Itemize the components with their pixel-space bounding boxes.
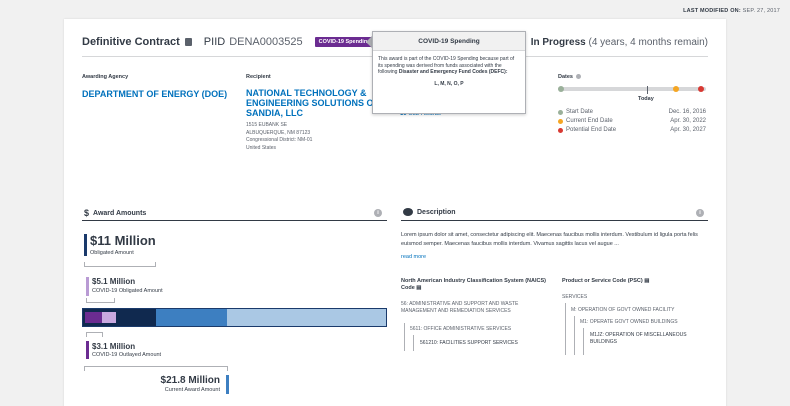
description-info-icon[interactable]: i	[696, 209, 704, 217]
covid-obligated-amount: $5.1 Million	[92, 277, 136, 286]
psc-label: Product or Service Code (PSC) ▤	[562, 278, 650, 284]
award-type-title: Definitive Contract	[82, 36, 180, 48]
current-amount-indicator	[226, 375, 229, 394]
read-more-link[interactable]: read more	[401, 254, 427, 260]
psc-level-1: SERVICES	[562, 294, 588, 300]
potential-end-date-row: Potential End Date Apr. 30, 2027	[558, 127, 706, 133]
start-date-row: Start Date Dec. 16, 2016	[558, 109, 706, 115]
document-icon[interactable]	[184, 38, 192, 46]
obligated-bracket	[84, 262, 156, 267]
timeline-bar	[558, 87, 706, 91]
today-marker	[647, 86, 648, 94]
covid-outlayed-bracket	[86, 332, 103, 337]
current-end-date-row: Current End Date Apr. 30, 2022	[558, 118, 706, 124]
naics-level-2: 5611: OFFICE ADMINISTRATIVE SERVICES	[410, 326, 512, 332]
covid-outlayed-bar[interactable]	[85, 312, 102, 323]
dates-label: Dates	[558, 74, 581, 80]
recipient-address: 1515 EUBANK SE ALBUQUERQUE, NM 87123 Con…	[246, 122, 313, 151]
covid-obligated-label: COVID-19 Obligated Amount	[92, 288, 163, 294]
naics-label: North American Industry Classification S…	[401, 278, 546, 291]
psc-tree-line-2	[574, 316, 575, 355]
award-header: Definitive Contract PIID DENA0003525 COV…	[82, 36, 375, 48]
naics-tree-line	[404, 323, 405, 351]
psc-level-3: M1: OPERATE GOVT OWNED BUILDINGS	[580, 319, 678, 325]
last-modified: LAST MODIFIED ON: SEP. 27, 2017	[683, 8, 780, 14]
obligated-indicator	[84, 234, 87, 256]
obligated-amount: $11 Million	[90, 233, 156, 248]
defc-codes: L, M, N, O, P	[434, 80, 464, 87]
tooltip-body: This award is part of the COVID-19 Spend…	[373, 51, 525, 92]
subawards-link[interactable]: 10 Sub-Awards	[400, 111, 441, 117]
tooltip-arrow	[366, 36, 372, 48]
psc-tree-line-3	[583, 328, 584, 355]
piid-value: DENA0003525	[229, 36, 303, 48]
psc-level-4: M1JZ: OPERATION OF MISCELLANEOUS BUILDIN…	[590, 332, 687, 345]
psc-level-2: M: OPERATION OF GOVT OWNED FACILITY	[571, 307, 675, 313]
document-icon[interactable]: ▤	[416, 285, 422, 291]
psc-tree-line	[565, 303, 566, 355]
award-amounts-rule	[82, 220, 387, 221]
award-amounts-info-icon[interactable]: i	[374, 209, 382, 217]
piid-label: PIID	[203, 36, 226, 48]
description-rule	[401, 220, 708, 221]
speech-bubble-icon	[403, 208, 413, 216]
start-date-dot	[558, 86, 564, 92]
document-icon[interactable]: ▤	[644, 278, 650, 284]
naics-level-1: 56: ADMINISTRATIVE AND SUPPORT AND WASTE…	[401, 301, 519, 314]
covid-obligated-indicator	[86, 277, 89, 296]
covid-outlayed-label: COVID-19 Outlayed Amount	[92, 352, 162, 358]
description-title: Description	[403, 208, 456, 216]
award-status: In Progress (4 years, 4 months remain)	[530, 37, 708, 48]
tooltip-title: COVID-19 Spending	[373, 32, 525, 51]
recipient-label: Recipient	[246, 74, 271, 80]
current-award-amount: $21.8 Million	[160, 375, 220, 386]
obligated-label: Obligated Amount	[90, 250, 134, 256]
description-text: Lorem ipsum dolor sit amet, consectetur …	[401, 232, 698, 247]
potential-end-dot	[698, 86, 704, 92]
info-icon[interactable]	[575, 74, 581, 79]
covid-spending-tag[interactable]: COVID-19 Spending	[314, 37, 375, 47]
dollar-icon: $	[84, 208, 90, 218]
today-label: Today	[638, 96, 654, 102]
covid-obligated-bracket	[86, 298, 115, 303]
naics-level-3: 561210: FACILITIES SUPPORT SERVICES	[420, 340, 518, 346]
covid-tooltip: COVID-19 Spending This award is part of …	[372, 31, 526, 114]
current-end-dot	[673, 86, 679, 92]
awarding-agency-label: Awarding Agency	[82, 74, 129, 80]
current-award-label: Current Award Amount	[164, 387, 220, 393]
covid-outlayed-indicator	[86, 341, 89, 359]
naics-tree-line-2	[413, 335, 414, 351]
recipient-link[interactable]: NATIONAL TECHNOLOGY & ENGINEERING SOLUTI…	[246, 88, 380, 118]
current-amount-bracket	[84, 366, 228, 371]
covid-outlayed-amount: $3.1 Million	[92, 342, 136, 351]
awarding-agency-link[interactable]: DEPARTMENT OF ENERGY (DOE)	[82, 89, 228, 99]
award-amounts-title: $ Award Amounts	[84, 208, 147, 218]
